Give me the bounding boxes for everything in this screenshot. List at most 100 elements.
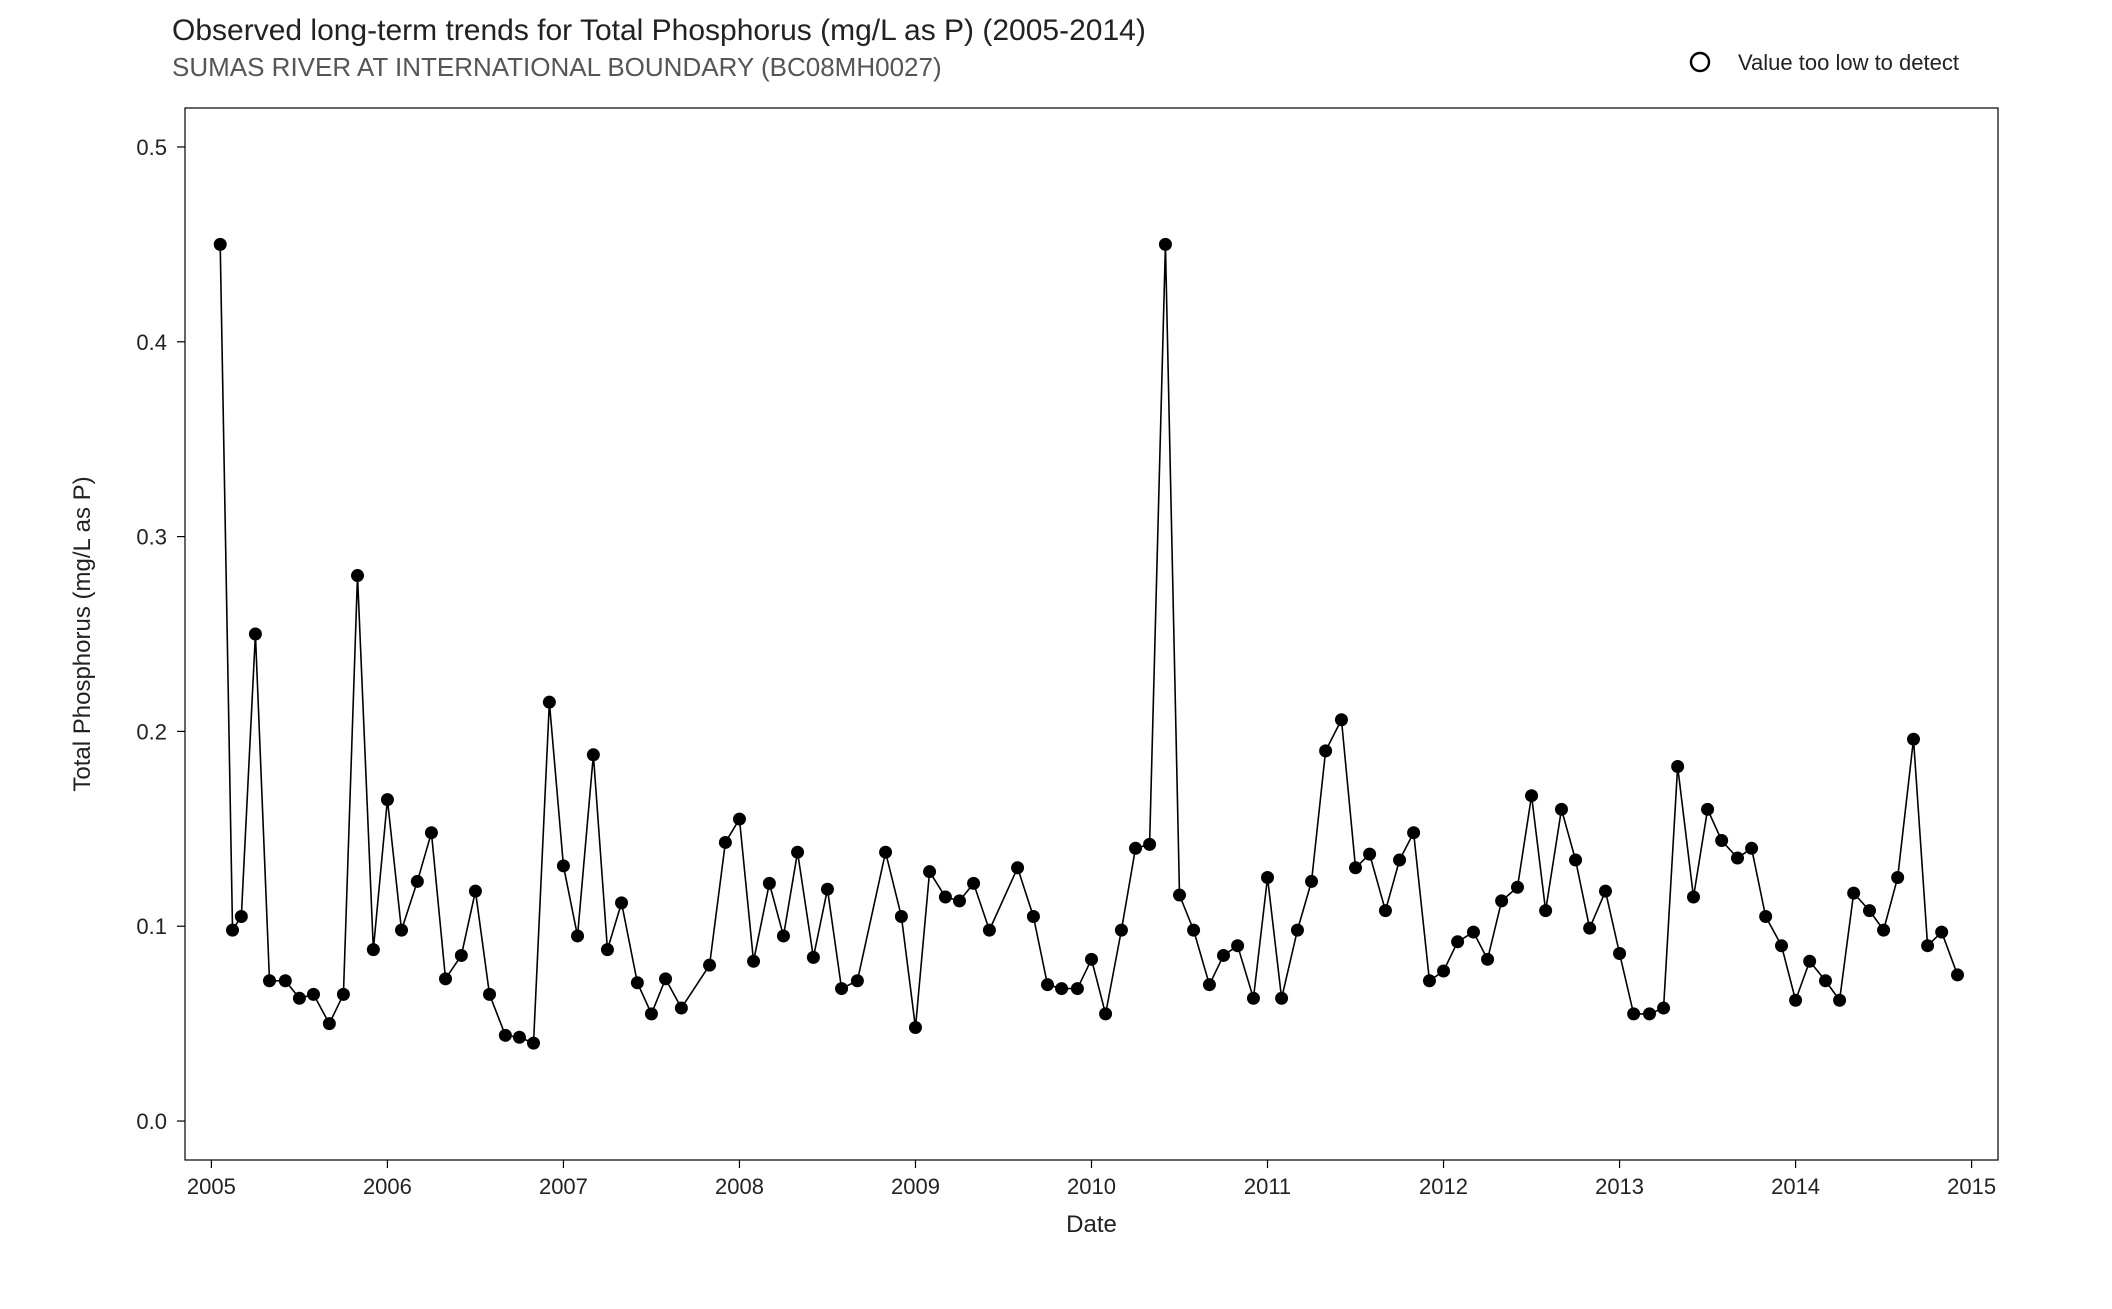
data-point [323, 1017, 336, 1030]
data-point [1115, 924, 1128, 937]
data-point [1261, 871, 1274, 884]
data-point [1451, 935, 1464, 948]
data-point [1291, 924, 1304, 937]
data-point [1423, 974, 1436, 987]
data-point [1319, 744, 1332, 757]
y-axis-label: Total Phosphorus (mg/L as P) [69, 476, 96, 791]
data-point [337, 988, 350, 1001]
y-tick-label: 0.2 [136, 719, 167, 744]
data-point [835, 982, 848, 995]
data-point [1569, 853, 1582, 866]
data-point [1951, 968, 1964, 981]
data-point [807, 951, 820, 964]
data-point [601, 943, 614, 956]
data-point [367, 943, 380, 956]
data-point [293, 992, 306, 1005]
data-point [235, 910, 248, 923]
data-point [1159, 238, 1172, 251]
data-point [659, 972, 672, 985]
data-point [1495, 894, 1508, 907]
data-point [821, 883, 834, 896]
data-point [1643, 1007, 1656, 1020]
data-point [411, 875, 424, 888]
data-point [1379, 904, 1392, 917]
data-point [1481, 953, 1494, 966]
data-point [557, 859, 570, 872]
data-point [983, 924, 996, 937]
data-point [1247, 992, 1260, 1005]
x-tick-label: 2005 [187, 1174, 236, 1199]
data-point [1099, 1007, 1112, 1020]
data-point [1891, 871, 1904, 884]
x-tick-label: 2015 [1947, 1174, 1996, 1199]
x-tick-label: 2006 [363, 1174, 412, 1199]
data-point [747, 955, 760, 968]
data-point [1217, 949, 1230, 962]
data-point [631, 976, 644, 989]
data-point [351, 569, 364, 582]
data-point [879, 846, 892, 859]
data-point [543, 696, 556, 709]
data-point [469, 885, 482, 898]
data-point [1467, 926, 1480, 939]
y-tick-label: 0.5 [136, 135, 167, 160]
data-point [1921, 939, 1934, 952]
x-tick-label: 2009 [891, 1174, 940, 1199]
data-point [1027, 910, 1040, 923]
data-point [381, 793, 394, 806]
data-point [1071, 982, 1084, 995]
data-point [1275, 992, 1288, 1005]
data-point [1203, 978, 1216, 991]
data-point [909, 1021, 922, 1034]
data-point [214, 238, 227, 251]
data-point [1393, 853, 1406, 866]
data-point [967, 877, 980, 890]
chart-subtitle: SUMAS RIVER AT INTERNATIONAL BOUNDARY (B… [172, 52, 942, 82]
data-point [1335, 713, 1348, 726]
data-point [923, 865, 936, 878]
data-point [645, 1007, 658, 1020]
y-tick-label: 0.3 [136, 525, 167, 550]
data-point [1803, 955, 1816, 968]
data-point [1671, 760, 1684, 773]
data-point [1349, 861, 1362, 874]
data-point [1305, 875, 1318, 888]
data-point [527, 1037, 540, 1050]
data-point [1759, 910, 1772, 923]
data-point [953, 894, 966, 907]
x-tick-label: 2008 [715, 1174, 764, 1199]
y-tick-label: 0.1 [136, 914, 167, 939]
data-point [395, 924, 408, 937]
data-point [1745, 842, 1758, 855]
data-point [939, 891, 952, 904]
data-point [1701, 803, 1714, 816]
data-point [263, 974, 276, 987]
data-point [249, 628, 262, 641]
data-point [1789, 994, 1802, 1007]
data-point [1187, 924, 1200, 937]
data-point [1173, 889, 1186, 902]
data-point [1833, 994, 1846, 1007]
data-point [307, 988, 320, 1001]
x-tick-label: 2011 [1244, 1174, 1291, 1199]
data-point [1657, 1002, 1670, 1015]
data-point [1231, 939, 1244, 952]
data-point [1583, 922, 1596, 935]
data-point [791, 846, 804, 859]
x-tick-label: 2012 [1419, 1174, 1468, 1199]
y-tick-label: 0.4 [136, 330, 167, 355]
data-point [439, 972, 452, 985]
x-tick-label: 2007 [539, 1174, 588, 1199]
data-point [1143, 838, 1156, 851]
data-point [1715, 834, 1728, 847]
data-point [499, 1029, 512, 1042]
data-point [1055, 982, 1068, 995]
chart-background [0, 0, 2112, 1309]
y-tick-label: 0.0 [136, 1109, 167, 1134]
data-point [455, 949, 468, 962]
data-point [1907, 733, 1920, 746]
data-point [1935, 926, 1948, 939]
data-point [226, 924, 239, 937]
data-point [1437, 965, 1450, 978]
data-point [1847, 887, 1860, 900]
